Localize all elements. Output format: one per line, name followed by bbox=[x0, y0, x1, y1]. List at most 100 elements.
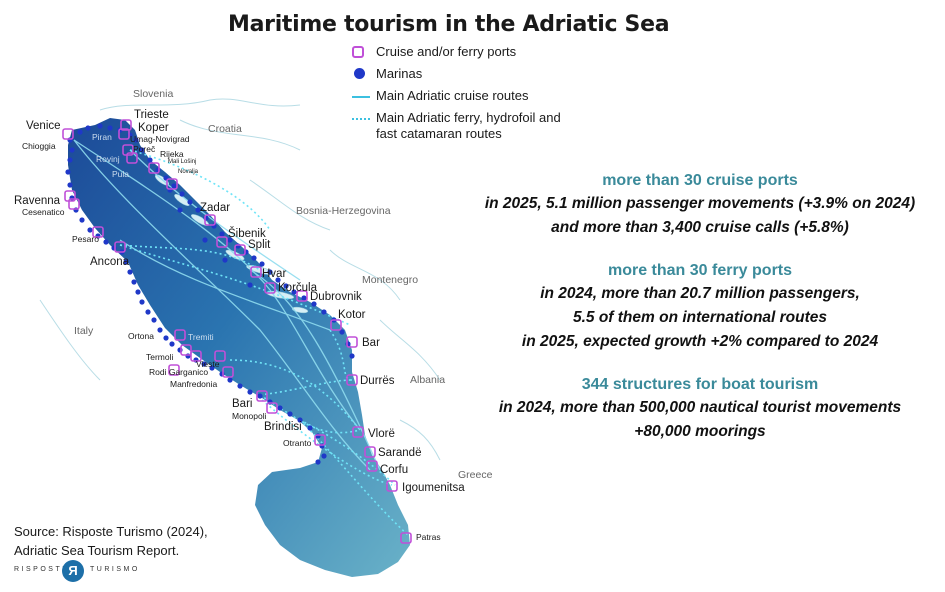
port-square bbox=[266, 402, 278, 414]
country-label-montenegro: Montenegro bbox=[362, 274, 418, 286]
marina-dot bbox=[69, 147, 75, 153]
marina-dot bbox=[209, 365, 215, 371]
marina-dot bbox=[147, 157, 153, 163]
marina-dot bbox=[219, 231, 225, 237]
marina-dot bbox=[163, 335, 169, 341]
port-label-ancona: Ancona bbox=[90, 256, 130, 268]
stat-line: and more than 3,400 cruise calls (+5.8%) bbox=[551, 219, 849, 236]
marina-dot bbox=[177, 207, 183, 213]
port-square bbox=[314, 434, 326, 446]
stat-heading: more than 30 ferry ports bbox=[607, 262, 793, 279]
port-label-koper: Koper bbox=[138, 122, 169, 134]
dotted-line-icon bbox=[352, 118, 370, 120]
marina-dot bbox=[67, 157, 73, 163]
port-square bbox=[168, 364, 180, 376]
source-line-1: Source: Risposte Turismo (2024), bbox=[14, 524, 208, 539]
port-label-vieste: Vieste bbox=[196, 359, 220, 369]
port-label-otranto: Otranto bbox=[283, 438, 312, 448]
port-label-corfu: Corfu bbox=[380, 464, 408, 476]
marina-dot bbox=[339, 329, 345, 335]
port-square bbox=[222, 366, 234, 378]
logo-mark: Я bbox=[62, 560, 84, 582]
marina-dot bbox=[311, 301, 317, 307]
port-label-umag: Umag-Novigrad bbox=[130, 134, 190, 144]
marina-dot bbox=[65, 169, 71, 175]
port-square bbox=[296, 290, 308, 302]
marina-dot bbox=[171, 183, 177, 189]
marina-dot bbox=[195, 207, 201, 213]
port-square bbox=[366, 460, 378, 472]
port-square bbox=[346, 336, 358, 348]
legend-label: Marinas bbox=[376, 66, 423, 81]
marina-dot bbox=[247, 389, 253, 395]
ferry-routes bbox=[119, 149, 409, 536]
port-label-patras: Patras bbox=[416, 532, 441, 542]
marina-dot bbox=[227, 377, 233, 383]
port-square bbox=[118, 128, 130, 140]
country-label-albania: Albania bbox=[410, 374, 445, 386]
marina-dot bbox=[79, 217, 85, 223]
port-label-cesenatico: Cesenatico bbox=[22, 207, 65, 217]
port-square bbox=[114, 241, 126, 253]
logo-text-left: RISPOSTE bbox=[14, 566, 70, 573]
port-square bbox=[64, 190, 76, 202]
port-label-rijeka: Rijeka bbox=[160, 149, 184, 159]
marina-dot bbox=[283, 283, 289, 289]
legend-item-ferry-routes: Main Adriatic ferry, hydrofoil and fast … bbox=[352, 110, 561, 144]
stats-panel: more than 30 cruise ports in 2025, 5.1 m… bbox=[460, 170, 940, 464]
port-label-durres: Durrës bbox=[360, 375, 395, 387]
marina-dot bbox=[251, 255, 257, 261]
marina-dot bbox=[151, 317, 157, 323]
marina-dot bbox=[275, 277, 281, 283]
port-label-ravenna: Ravenna bbox=[14, 195, 61, 207]
marina-dot bbox=[133, 137, 139, 143]
marina-dot bbox=[321, 309, 327, 315]
port-square bbox=[122, 144, 134, 156]
port-label-korcula: Korčula bbox=[278, 282, 318, 294]
marina-dot bbox=[202, 237, 208, 243]
port-square bbox=[190, 350, 202, 362]
marina-dot bbox=[227, 237, 233, 243]
marina-dot bbox=[77, 129, 83, 135]
port-label-rodi: Rodi Garganico bbox=[149, 367, 208, 377]
port-square bbox=[68, 198, 80, 210]
marina-dot-icon bbox=[354, 68, 365, 79]
port-label-dubrovnik: Dubrovnik bbox=[310, 291, 362, 303]
port-square bbox=[92, 226, 104, 238]
solid-line-icon bbox=[352, 96, 370, 98]
legend-item-cruise-routes: Main Adriatic cruise routes bbox=[352, 88, 561, 110]
port-square bbox=[126, 152, 138, 164]
marina-dot bbox=[97, 123, 103, 129]
legend-label: Main Adriatic ferry, hydrofoil and bbox=[376, 110, 561, 125]
port-square bbox=[148, 162, 160, 174]
marina-dot bbox=[85, 125, 91, 131]
port-label-pula: Pula bbox=[112, 169, 129, 179]
stat-line: +80,000 moorings bbox=[634, 423, 766, 440]
port-label-venice: Venice bbox=[26, 120, 61, 132]
stat-ferry: more than 30 ferry ports in 2024, more t… bbox=[460, 260, 940, 354]
port-square bbox=[330, 319, 342, 331]
marina-dot bbox=[201, 361, 207, 367]
marina-dot bbox=[87, 227, 93, 233]
legend-label: Cruise and/or ferry ports bbox=[376, 44, 517, 59]
legend-label-line2: fast catamaran routes bbox=[376, 126, 502, 141]
stat-heading: more than 30 cruise ports bbox=[602, 172, 798, 189]
port-label-bar: Bar bbox=[362, 337, 380, 349]
stat-cruise: more than 30 cruise ports in 2025, 5.1 m… bbox=[460, 170, 940, 240]
legend-item-marinas: Marinas bbox=[352, 66, 561, 88]
marina-dot bbox=[287, 411, 293, 417]
port-label-igoumenitsa: Igoumenitsa bbox=[402, 482, 465, 494]
marina-dot bbox=[103, 239, 109, 245]
port-label-vlore: Vlorë bbox=[368, 428, 395, 440]
country-label-slovenia: Slovenia bbox=[133, 88, 173, 100]
marina-dot bbox=[307, 425, 313, 431]
marina-dot bbox=[187, 199, 193, 205]
sea-shape bbox=[68, 118, 410, 577]
port-label-kotor: Kotor bbox=[338, 309, 366, 321]
port-square bbox=[216, 236, 228, 248]
port-label-brindisi: Brindisi bbox=[264, 421, 302, 433]
port-label-piran: Piran bbox=[92, 132, 112, 142]
port-label-losinj: Mali Lošinj bbox=[168, 159, 196, 165]
marina-dot bbox=[297, 417, 303, 423]
port-label-termoli: Termoli bbox=[146, 352, 174, 362]
